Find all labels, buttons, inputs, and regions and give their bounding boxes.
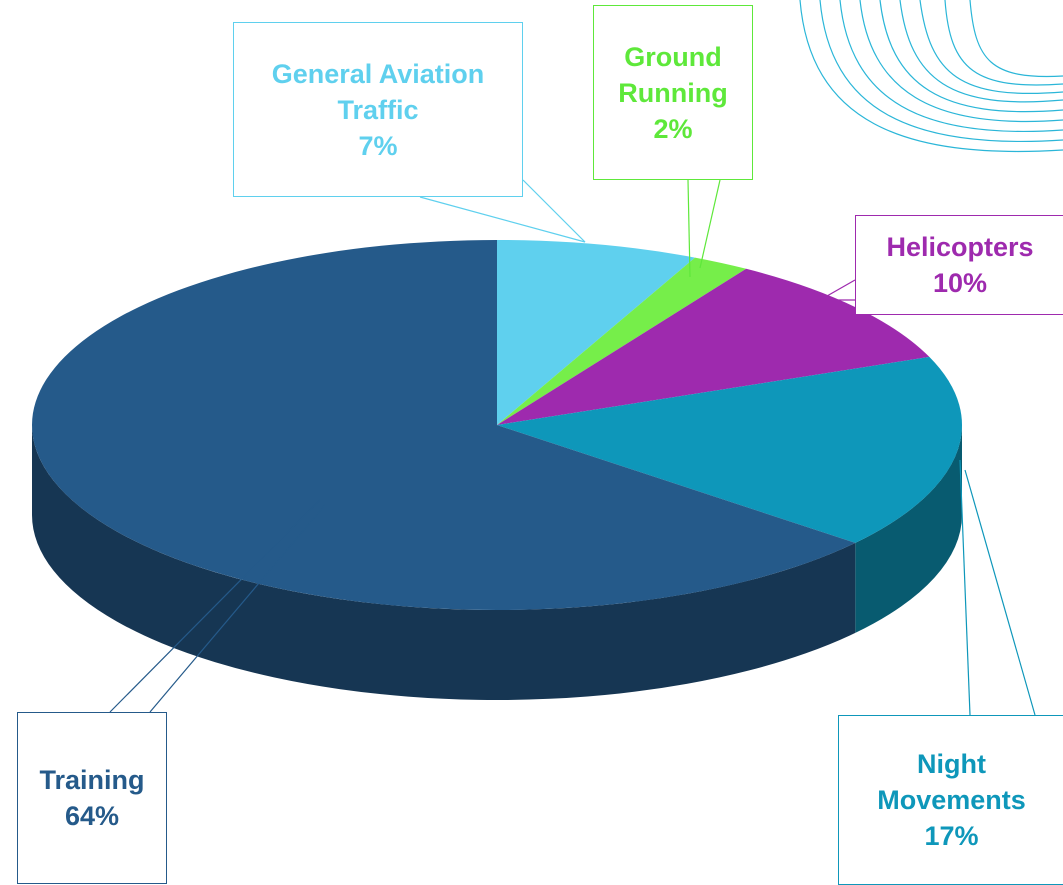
value-label: 10% <box>932 268 988 298</box>
slice-side <box>855 425 962 633</box>
callout-line <box>819 279 856 301</box>
category-label: Night Movements <box>877 749 1026 815</box>
callout-line <box>699 179 721 269</box>
pie-slice <box>497 356 962 543</box>
pie-slice <box>497 257 747 425</box>
callout-line <box>109 499 321 713</box>
value-label: 2% <box>653 113 693 144</box>
data-label: General Aviation Traffic 7% <box>233 22 523 197</box>
pie-slice <box>497 268 930 425</box>
callout-line <box>149 504 326 713</box>
value-label: 7% <box>358 130 398 161</box>
callout-line <box>419 196 586 243</box>
value-label: 64% <box>64 801 120 831</box>
callout-line <box>964 469 1036 716</box>
callout-line <box>687 179 691 278</box>
category-label: General Aviation Traffic <box>271 58 485 125</box>
pie-slice <box>32 240 856 610</box>
data-label: Ground Running 2% <box>593 5 753 180</box>
callout-line <box>959 459 971 716</box>
category-label: Ground Running <box>618 41 728 108</box>
value-label: 17% <box>924 821 979 851</box>
category-label: Helicopters <box>886 232 1034 262</box>
data-label: Night Movements 17% <box>838 715 1063 885</box>
data-label: Helicopters 10% <box>855 215 1063 315</box>
pie-slice <box>497 240 695 425</box>
data-label: Training 64% <box>17 712 167 884</box>
callout-line <box>522 179 586 243</box>
slice-side <box>32 425 856 700</box>
category-label: Training <box>39 765 145 795</box>
decoration <box>799 0 1063 153</box>
